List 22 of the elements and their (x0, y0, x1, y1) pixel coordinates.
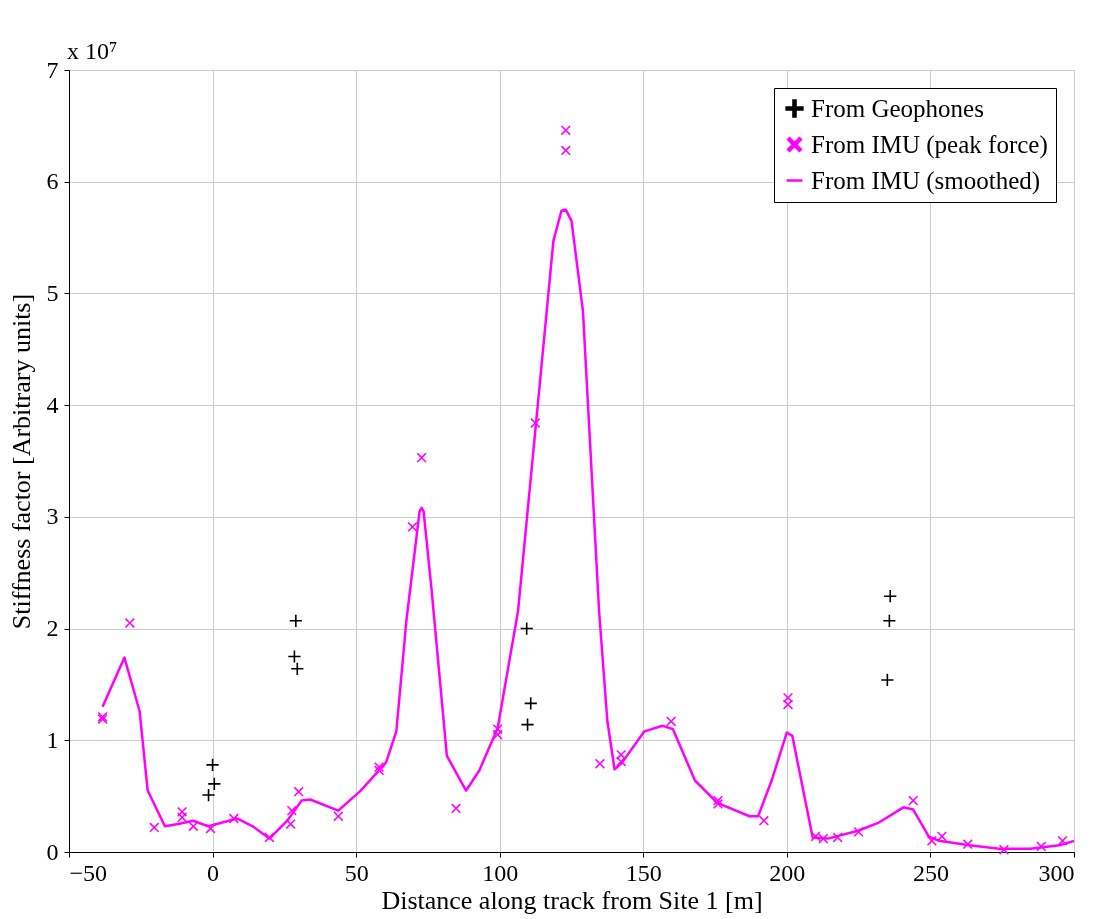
y-tick-label: 4 (46, 391, 59, 418)
x-tick-label: 300 (1038, 859, 1075, 886)
y-tick-label: 3 (46, 503, 59, 530)
legend-label: From Geophones (811, 94, 984, 122)
x-tick-label: 50 (344, 859, 369, 886)
y-tick-label: 1 (46, 726, 59, 753)
y-tick-label: 7 (46, 56, 59, 83)
x-tick-label: 100 (482, 859, 519, 886)
x-axis-title: Distance along track from Site 1 [m] (381, 885, 763, 915)
legend-label: From IMU (peak force) (811, 130, 1048, 159)
x-tick-label: 250 (912, 859, 949, 886)
y-tick-label: 0 (46, 838, 59, 865)
y-tick-label: 6 (46, 168, 59, 195)
y-axis-title: Stiffness factor [Arbitrary units] (6, 293, 36, 630)
text: x 10⁷ (67, 38, 118, 64)
legend-label: From IMU (smoothed) (811, 166, 1041, 195)
y-tick-label: 5 (46, 279, 59, 306)
x-tick-label: −50 (69, 859, 108, 886)
y-tick-label: 2 (46, 615, 59, 642)
x-tick-label: 0 (207, 859, 220, 886)
x-tick-label: 200 (769, 859, 806, 886)
x-tick-label: 150 (625, 859, 662, 886)
